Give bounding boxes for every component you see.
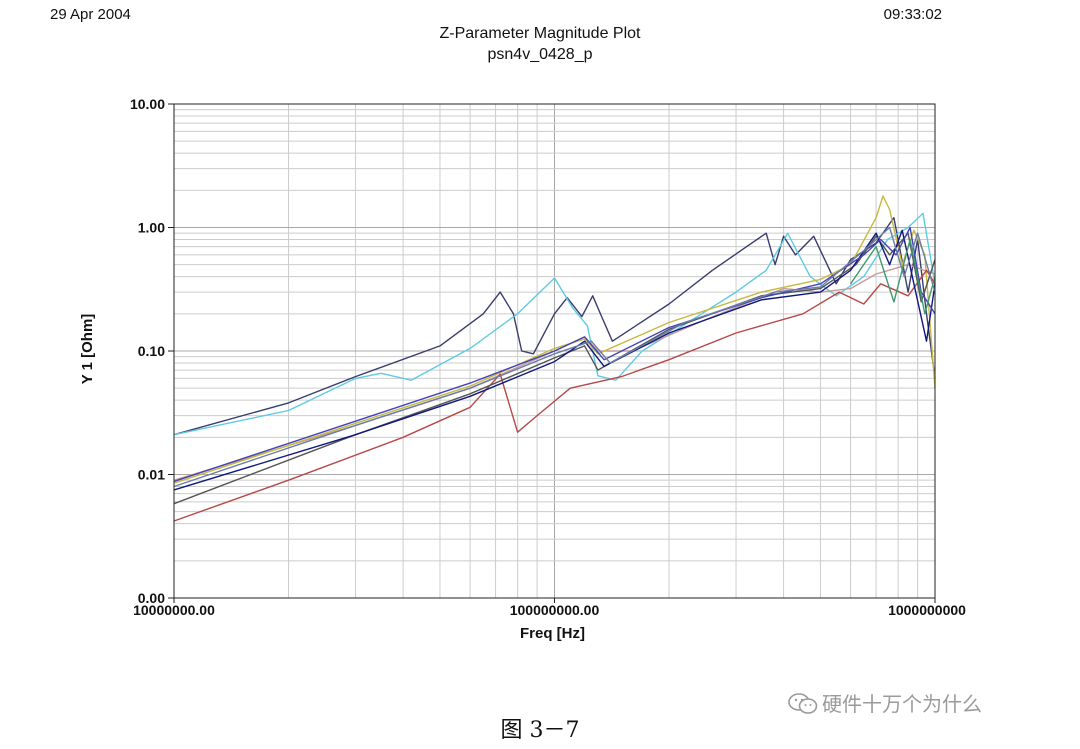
y-axis-label: Y 1 [Ohm]	[79, 314, 96, 385]
series-line-2	[173, 212, 936, 436]
date-label: 29 Apr 2004	[50, 6, 131, 23]
axis-ticks: 0.00 0.01 0.10 1.00 10.00 10000000.00 10000000…	[130, 96, 966, 618]
y-tick-label: 1.00	[138, 220, 165, 236]
x-tick-label: 1000000000	[888, 602, 966, 618]
y-tick-label: 0.00	[138, 590, 165, 606]
watermark-text: 硬件十万个为什么	[822, 692, 982, 716]
x-axis-label: Freq [Hz]	[520, 625, 585, 642]
series-line-8	[173, 226, 936, 483]
series-line-5	[173, 269, 936, 522]
series-line-7	[173, 229, 936, 491]
y-tick-label: 0.10	[138, 343, 165, 359]
figure-caption: 图 3－7	[500, 718, 580, 743]
wechat-icon	[788, 693, 818, 714]
x-tick-label: 10000000.00	[133, 602, 215, 618]
chart-subtitle: psn4v_0428_p	[487, 46, 593, 63]
series-line-10	[850, 238, 936, 315]
y-tick-label: 10.00	[130, 96, 165, 112]
chart-series	[173, 195, 936, 522]
y-tick-label: 0.01	[138, 467, 165, 483]
series-line-9	[173, 226, 936, 488]
time-label: 09:33:02	[883, 6, 942, 23]
chart-title: Z-Parameter Magnitude Plot	[439, 25, 641, 42]
x-tick-label: 100000000.00	[510, 602, 600, 618]
chart-grid	[173, 104, 935, 599]
series-line-6	[173, 232, 936, 505]
watermark: 硬件十万个为什么	[788, 688, 982, 717]
